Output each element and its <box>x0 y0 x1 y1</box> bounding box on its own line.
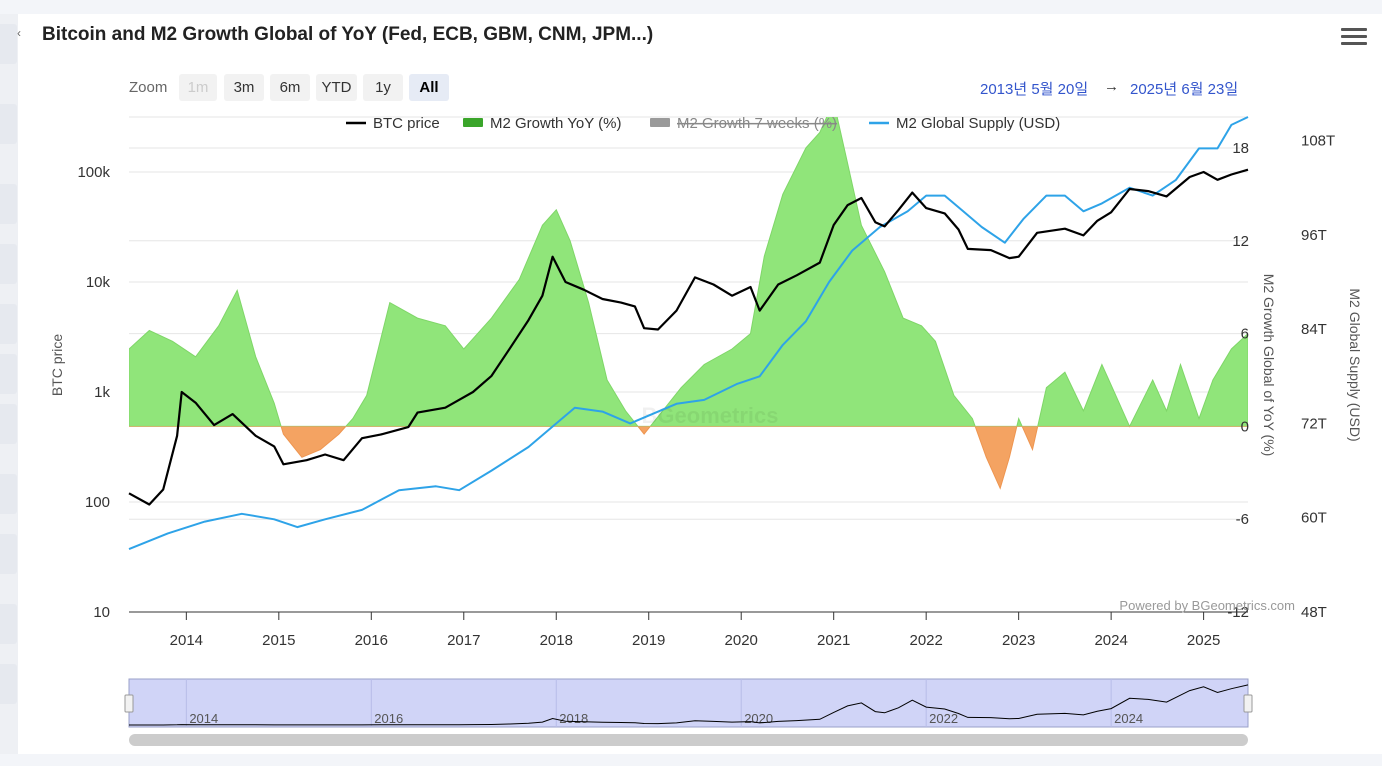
x-tick-label: 2025 <box>1187 632 1220 649</box>
chart-title: Bitcoin and M2 Growth Global of YoY (Fed… <box>42 24 654 45</box>
legend-item[interactable]: M2 Growth 7 weeks (%) <box>677 115 837 132</box>
m2-yoy-axis-tick: 6 <box>1241 326 1249 343</box>
x-tick-label: 2017 <box>447 632 480 649</box>
m2-yoy-axis-tick: 0 <box>1241 418 1249 435</box>
btc-axis-tick: 1k <box>94 384 110 401</box>
m2-supply-axis-tick: 60T <box>1301 510 1327 527</box>
measure-tool-icon[interactable] <box>0 404 17 444</box>
x-tick-label: 2015 <box>262 632 295 649</box>
watermark-text: BGeometrics <box>642 403 779 428</box>
navigator-tick: 2020 <box>744 711 773 726</box>
x-tick-label: 2024 <box>1094 632 1127 649</box>
x-tick-label: 2021 <box>817 632 850 649</box>
m2-supply-line <box>128 116 1249 551</box>
legend-swatch[interactable] <box>650 118 670 127</box>
m2-supply-axis-tick: 108T <box>1301 133 1335 150</box>
arrow-tool-icon[interactable] <box>0 604 17 644</box>
cursor-tool-icon[interactable] <box>0 24 17 64</box>
x-tick-label: 2018 <box>540 632 573 649</box>
navigator-right-handle[interactable] <box>1243 694 1253 713</box>
range-arrow: → <box>1104 78 1119 95</box>
m2-yoy-axis-tick: -6 <box>1236 511 1249 528</box>
hamburger-menu-icon[interactable] <box>1341 28 1367 50</box>
zoom-ytd-button[interactable]: YTD <box>316 74 357 101</box>
navigator-btc-line <box>129 684 1249 726</box>
x-tick-label: 2014 <box>170 632 203 649</box>
x-tick-label: 2023 <box>1002 632 1035 649</box>
legend-swatch[interactable] <box>463 118 483 127</box>
flag-tool-icon[interactable] <box>0 474 17 514</box>
btc-axis-title: BTC price <box>49 334 65 396</box>
m2-supply-axis-tick: 72T <box>1301 415 1327 432</box>
range-to-input[interactable]: 2025년 6월 23일 <box>1130 81 1239 98</box>
m2-yoy-axis-title: M2 Growth Global of YoY (%) <box>1261 274 1277 457</box>
credit-text: Powered by BGeometrics.com <box>1119 598 1295 613</box>
m2-supply-axis-tick: 96T <box>1301 227 1327 244</box>
m2-yoy-axis-tick: 18 <box>1232 140 1249 157</box>
legend-item[interactable]: M2 Global Supply (USD) <box>896 115 1060 132</box>
rect-tool-icon[interactable] <box>0 354 17 394</box>
navigator-tick: 2018 <box>559 711 588 726</box>
zoom-1m-button[interactable]: 1m <box>179 74 217 101</box>
zoom-3m-button[interactable]: 3m <box>224 74 264 101</box>
legend-item[interactable]: BTC price <box>373 115 440 132</box>
btc-axis-tick: 100 <box>85 494 110 511</box>
x-tick-label: 2016 <box>355 632 388 649</box>
navigator-tick: 2024 <box>1114 711 1143 726</box>
shape-tool-icon[interactable] <box>0 184 17 224</box>
navigator-left-handle[interactable] <box>124 694 134 713</box>
x-tick-label: 2022 <box>909 632 942 649</box>
m2-supply-axis-tick: 48T <box>1301 604 1327 621</box>
annotation-tool-icon[interactable] <box>0 244 17 284</box>
x-tick-label: 2019 <box>632 632 665 649</box>
left-toolbar <box>0 14 18 754</box>
zoom-label: Zoom <box>129 79 168 96</box>
navigator-tick: 2014 <box>189 711 218 726</box>
line-tool-icon[interactable] <box>0 104 17 144</box>
m2-yoy-axis-tick: 12 <box>1232 233 1249 250</box>
zoom-tool-icon[interactable] <box>0 534 17 574</box>
btc-axis-tick: 100k <box>77 164 110 181</box>
btc-axis-tick: 10k <box>86 274 111 291</box>
btc-price-line <box>128 168 1249 506</box>
navigator-window[interactable] <box>128 678 1249 728</box>
x-tick-label: 2020 <box>725 632 758 649</box>
collapse-toolbar-icon[interactable]: ‹ <box>17 26 21 40</box>
navigator-scrollbar[interactable] <box>129 734 1248 746</box>
fullscreen-tool-icon[interactable] <box>0 664 17 704</box>
label-tool-icon[interactable] <box>0 304 17 344</box>
m2-yoy-axis-tick: -12 <box>1227 604 1249 621</box>
m2-growth-positive-area <box>129 117 1248 427</box>
m2-supply-axis-tick: 84T <box>1301 321 1327 338</box>
legend-item[interactable]: M2 Growth YoY (%) <box>490 115 621 132</box>
zoom-all-button[interactable]: All <box>409 74 449 101</box>
zoom-1y-button[interactable]: 1y <box>363 74 403 101</box>
m2-supply-axis-title: M2 Global Supply (USD) <box>1347 288 1363 441</box>
m2-growth-negative-area <box>129 426 1248 490</box>
navigator-tick: 2016 <box>374 711 403 726</box>
range-from-input[interactable]: 2013년 5월 20일 <box>980 81 1089 98</box>
btc-axis-tick: 10 <box>93 604 110 621</box>
navigator-tick: 2022 <box>929 711 958 726</box>
zoom-6m-button[interactable]: 6m <box>270 74 310 101</box>
